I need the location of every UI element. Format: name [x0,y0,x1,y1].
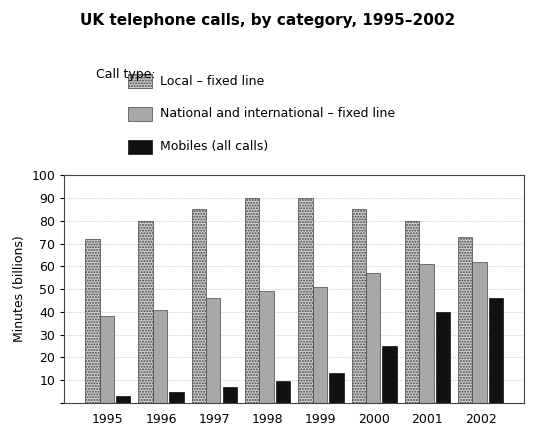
Text: Local – fixed line: Local – fixed line [160,74,265,88]
Text: Mobiles (all calls): Mobiles (all calls) [160,140,269,153]
Bar [206,298,220,403]
Bar [223,387,237,403]
Bar [312,287,327,403]
Bar [419,264,433,403]
Bar [383,346,397,403]
Bar [245,198,259,403]
Bar [85,239,100,403]
Bar [489,298,503,403]
Bar [472,262,487,403]
Bar [435,312,450,403]
Bar [405,221,419,403]
Text: UK telephone calls, by category, 1995–2002: UK telephone calls, by category, 1995–20… [80,13,455,28]
Text: National and international – fixed line: National and international – fixed line [160,107,395,120]
Y-axis label: Minutes (billions): Minutes (billions) [13,236,26,343]
Bar [329,373,343,403]
Bar [351,209,366,403]
Bar [100,316,114,403]
Bar [259,291,274,403]
Bar [139,221,153,403]
Bar [366,273,380,403]
Text: Call type:: Call type: [96,68,156,81]
Bar [298,198,312,403]
Bar [458,237,472,403]
Bar [169,392,184,403]
Bar [192,209,206,403]
Bar [116,396,131,403]
Bar [276,381,291,403]
Bar [153,310,167,403]
